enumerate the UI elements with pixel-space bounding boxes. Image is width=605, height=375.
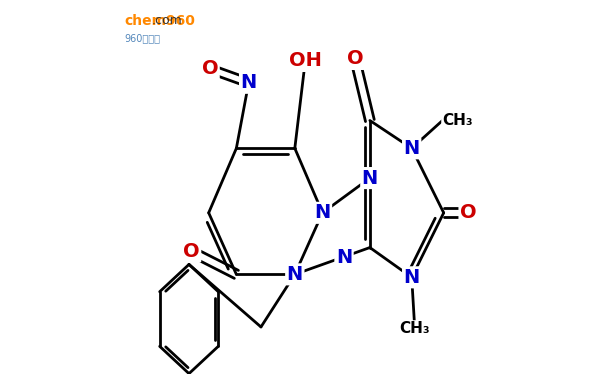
Text: N: N [241,73,257,92]
Text: .com: .com [151,14,182,27]
Text: chem960: chem960 [125,14,195,28]
Text: N: N [336,248,352,267]
Text: O: O [460,203,477,222]
Text: CH₃: CH₃ [399,321,430,336]
Text: N: N [362,169,378,188]
Text: O: O [183,242,200,261]
Text: N: N [404,139,420,158]
Text: CH₃: CH₃ [442,113,473,128]
Text: N: N [287,265,303,284]
Text: O: O [347,50,364,69]
Text: N: N [315,203,330,222]
Text: N: N [404,268,420,287]
Text: O: O [201,59,218,78]
Text: OH: OH [289,51,322,70]
Text: 960化工网: 960化工网 [125,33,160,43]
